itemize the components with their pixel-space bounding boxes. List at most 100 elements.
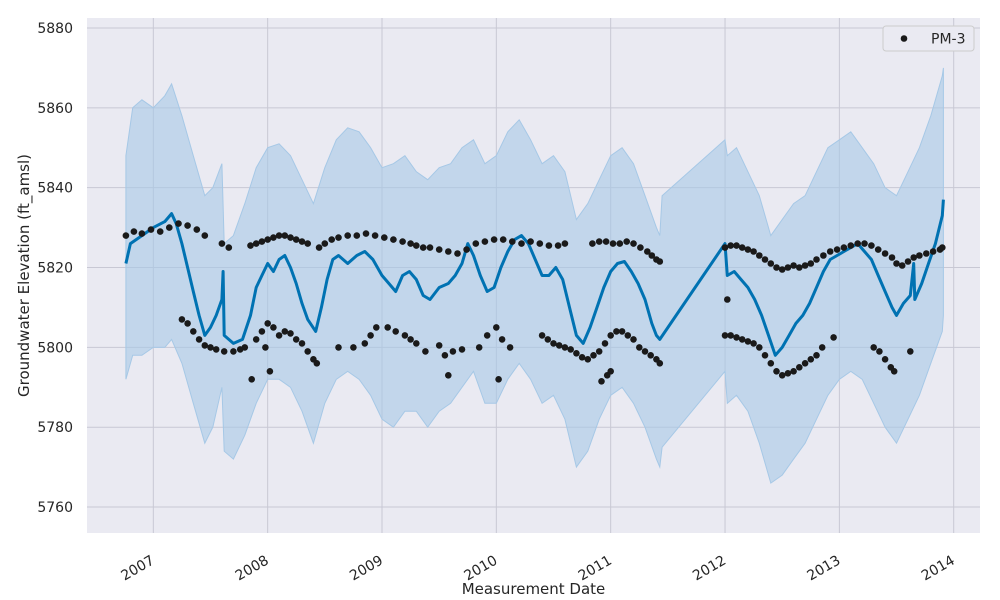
observed-point xyxy=(733,242,740,249)
observed-point xyxy=(313,360,321,367)
observed-point xyxy=(509,238,516,245)
observed-point xyxy=(773,264,780,271)
observed-point xyxy=(573,350,580,357)
observed-point xyxy=(264,320,272,327)
observed-point xyxy=(201,342,209,349)
observed-point xyxy=(344,232,352,239)
observed-point xyxy=(738,336,746,343)
observed-point xyxy=(499,236,507,243)
observed-point xyxy=(298,340,306,347)
observed-point xyxy=(407,336,414,343)
observed-point xyxy=(778,372,786,379)
observed-point xyxy=(362,230,370,237)
observed-point xyxy=(472,240,480,247)
observed-point xyxy=(595,238,603,245)
observed-point xyxy=(738,244,746,251)
observed-point xyxy=(644,248,651,255)
observed-point xyxy=(641,348,649,355)
observed-point xyxy=(292,336,300,343)
observed-point xyxy=(561,344,569,351)
observed-point xyxy=(598,378,605,385)
observed-point xyxy=(561,240,569,247)
observed-point xyxy=(175,220,182,227)
observed-point xyxy=(801,262,809,269)
y-tick-5800: 5800 xyxy=(37,340,73,356)
observed-point xyxy=(493,324,500,331)
x-tick-2008: 2008 xyxy=(233,553,272,585)
observed-point xyxy=(481,238,489,245)
observed-point xyxy=(876,348,883,355)
observed-point xyxy=(898,262,906,269)
uncertainty-band xyxy=(125,67,944,484)
observed-point xyxy=(156,228,164,235)
observed-point xyxy=(544,336,552,343)
observed-point xyxy=(298,238,306,245)
observed-point xyxy=(756,344,763,351)
observed-point xyxy=(304,348,312,355)
observed-point xyxy=(335,344,342,351)
observed-point xyxy=(258,328,266,335)
observed-point xyxy=(422,348,429,355)
observed-point xyxy=(454,250,461,257)
observed-point xyxy=(178,316,186,323)
observed-point xyxy=(595,348,603,355)
observed-point xyxy=(201,232,209,239)
observed-point xyxy=(590,352,597,359)
observed-point xyxy=(767,360,775,367)
observed-point xyxy=(847,242,855,249)
observed-point xyxy=(392,328,400,335)
observed-point xyxy=(929,248,937,255)
observed-point xyxy=(656,258,664,265)
observed-point xyxy=(607,368,614,375)
observed-point xyxy=(807,260,815,267)
observed-point xyxy=(353,232,361,239)
observed-point xyxy=(281,328,289,335)
observed-point xyxy=(184,222,191,229)
observed-point xyxy=(190,328,197,335)
y-tick-5880: 5880 xyxy=(37,21,73,37)
observed-point xyxy=(384,324,392,331)
observed-point xyxy=(881,250,889,257)
observed-point xyxy=(248,376,255,383)
observed-point xyxy=(870,344,877,351)
observed-point xyxy=(890,368,898,375)
observed-point xyxy=(796,264,803,271)
observed-point xyxy=(818,344,826,351)
observed-point xyxy=(826,248,834,255)
observed-point xyxy=(413,340,420,347)
observed-point xyxy=(609,240,617,247)
observed-point xyxy=(419,244,427,251)
observed-point xyxy=(607,332,614,339)
observed-point xyxy=(475,344,483,351)
observed-point xyxy=(463,246,470,253)
observed-point xyxy=(275,232,283,239)
observed-point xyxy=(733,334,740,341)
legend-label-pm-3: PM-3 xyxy=(931,32,965,48)
observed-point xyxy=(390,236,397,243)
y-tick-5760: 5760 xyxy=(37,500,73,516)
observed-point xyxy=(721,244,729,251)
observed-point xyxy=(258,238,266,245)
observed-point xyxy=(328,236,336,243)
legend: PM-3 xyxy=(882,25,975,52)
observed-point xyxy=(801,360,809,367)
observed-point xyxy=(490,236,498,243)
observed-point xyxy=(445,248,452,255)
observed-point xyxy=(381,234,388,241)
observed-point xyxy=(601,340,609,347)
observed-point xyxy=(266,368,274,375)
observed-point xyxy=(602,238,610,245)
observed-point xyxy=(636,344,643,351)
observed-point xyxy=(218,240,226,247)
observed-point xyxy=(630,240,637,247)
observed-point xyxy=(449,348,457,355)
observed-point xyxy=(350,344,357,351)
observed-point xyxy=(613,328,620,335)
observed-point xyxy=(321,240,329,247)
observed-point xyxy=(483,332,491,339)
observed-point xyxy=(727,332,734,339)
observed-point xyxy=(724,296,731,303)
observed-point xyxy=(373,324,380,331)
observed-point xyxy=(264,236,272,243)
observed-point xyxy=(784,264,792,271)
